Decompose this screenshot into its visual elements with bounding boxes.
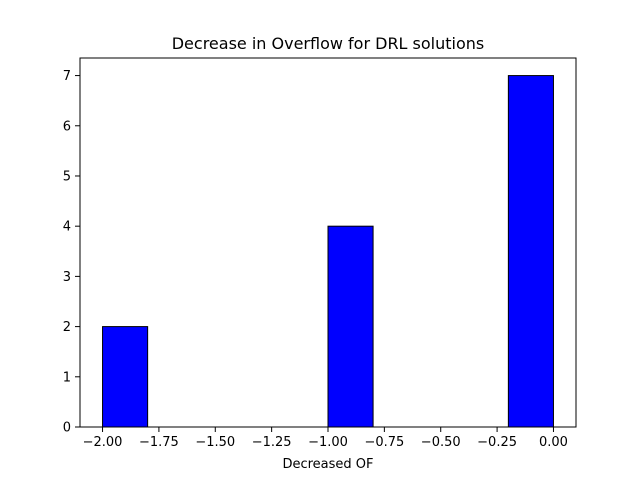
x-axis-label: Decreased OF bbox=[282, 457, 373, 472]
y-tick-label: 1 bbox=[63, 370, 71, 385]
y-tick-label: 0 bbox=[63, 421, 71, 436]
x-tick-label: −1.50 bbox=[195, 435, 235, 450]
x-tick-label: 0.00 bbox=[539, 435, 568, 450]
x-tick-label: −0.25 bbox=[477, 435, 517, 450]
x-tick-label: −2.00 bbox=[83, 435, 123, 450]
y-tick-label: 2 bbox=[63, 320, 71, 335]
y-tick-label: 4 bbox=[63, 220, 71, 235]
plot-frame bbox=[79, 57, 577, 428]
y-tick-label: 3 bbox=[63, 270, 71, 285]
x-tick-label: −1.25 bbox=[252, 435, 292, 450]
histogram-bar bbox=[507, 75, 554, 428]
bars-group bbox=[102, 75, 554, 428]
histogram-bar bbox=[327, 225, 374, 428]
x-tick-label: −1.75 bbox=[139, 435, 179, 450]
y-tick-label: 7 bbox=[63, 69, 71, 84]
x-tick-label: −1.00 bbox=[308, 435, 348, 450]
y-tick-label: 5 bbox=[63, 169, 71, 184]
x-tick-label: −0.75 bbox=[364, 435, 404, 450]
x-axis-ticks: −2.00 −1.75 −1.50 −1.25 −1.00 −0.75 −0.50 −0.25… bbox=[83, 427, 568, 450]
x-tick-label: −0.50 bbox=[421, 435, 461, 450]
y-tick-label: 6 bbox=[63, 119, 71, 134]
y-axis-ticks: 0 1 2 3 4 5 6 7 bbox=[63, 69, 80, 436]
chart-title: Decrease in Overflow for DRL solutions bbox=[172, 34, 485, 53]
histogram-bar bbox=[102, 326, 149, 428]
